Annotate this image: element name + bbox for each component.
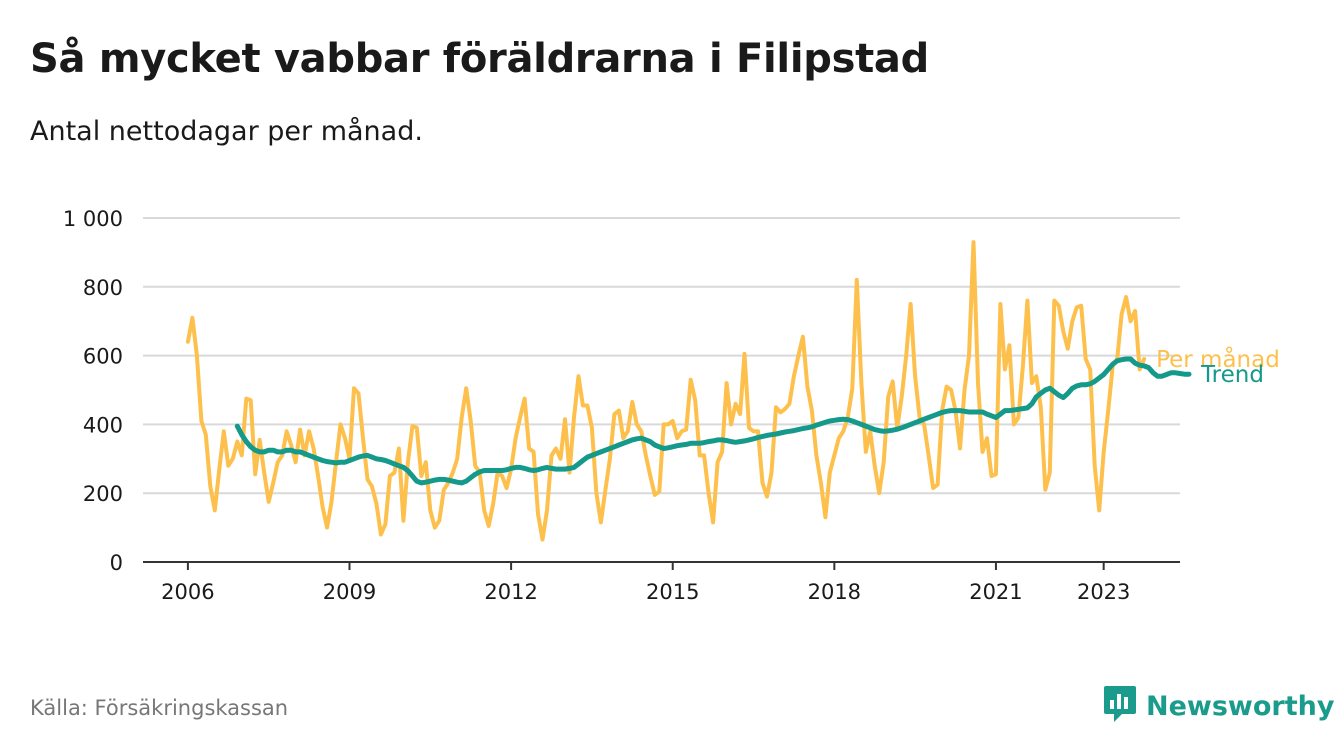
series-line-per-manad	[185, 240, 1147, 542]
x-tick-label: 2023	[1077, 580, 1130, 604]
x-axis-ticks: 2006 2009 2012 2015 2018 2021 2023	[161, 562, 1130, 604]
source-note: Källa: Försäkringskassan	[30, 696, 289, 720]
y-tick-label: 0	[110, 551, 123, 575]
gridlines	[143, 217, 1180, 563]
chart-subtitle: Antal nettodagar per månad.	[30, 116, 423, 147]
y-tick-label: 1 000	[63, 207, 123, 231]
newsworthy-logo-icon	[1102, 684, 1138, 728]
series-lines	[185, 240, 1192, 542]
y-tick-label: 400	[83, 413, 123, 437]
x-tick-label: 2021	[969, 580, 1022, 604]
x-tick-label: 2018	[808, 580, 861, 604]
series-line-trend	[234, 356, 1192, 486]
chart-title: Så mycket vabbar föräldrarna i Filipstad	[30, 36, 929, 82]
brand-name: Newsworthy	[1146, 690, 1335, 722]
series-label-per-manad: Per månad	[1156, 345, 1280, 373]
y-axis-ticks: 0 200 400 600 800 1 000	[63, 207, 123, 575]
y-tick-label: 600	[83, 345, 123, 369]
series-label-trend: Trend	[1200, 362, 1264, 388]
x-tick-label: 2006	[161, 580, 214, 604]
y-tick-label: 200	[83, 482, 123, 506]
x-tick-label: 2012	[484, 580, 537, 604]
x-tick-label: 2009	[323, 580, 376, 604]
y-tick-label: 800	[83, 276, 123, 300]
x-tick-label: 2015	[646, 580, 699, 604]
brand-logo: Newsworthy	[1102, 684, 1334, 728]
